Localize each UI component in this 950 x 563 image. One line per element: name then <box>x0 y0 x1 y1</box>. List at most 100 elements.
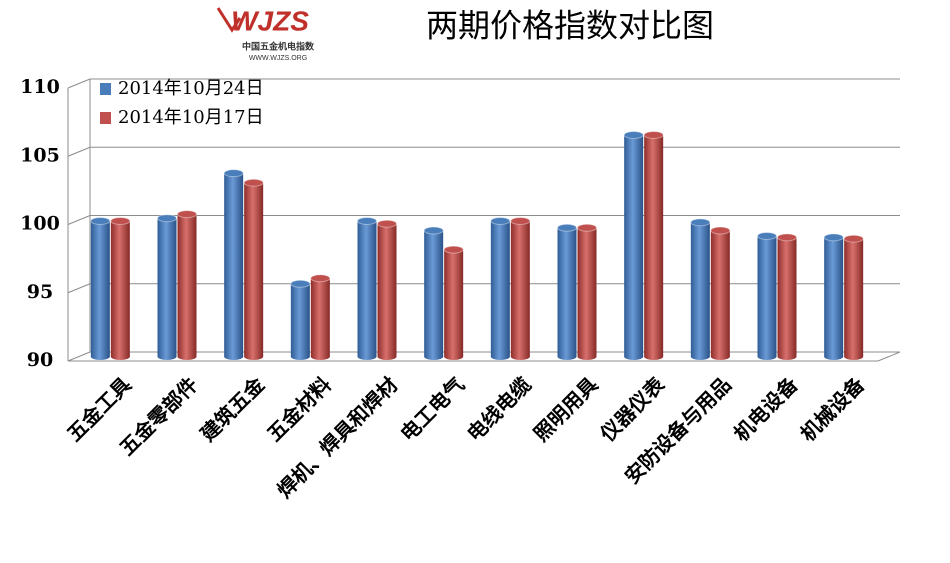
bar-base <box>557 353 577 360</box>
bar-top <box>290 279 311 288</box>
y-tick-label: 90 <box>27 349 53 371</box>
bar-base <box>510 353 530 360</box>
bar-top <box>223 169 244 178</box>
bar-base <box>444 353 464 360</box>
bar <box>577 227 597 357</box>
bar-top <box>157 214 177 223</box>
bar-top <box>623 130 644 139</box>
bar-top <box>823 233 844 242</box>
y-tick-label: 105 <box>20 144 60 166</box>
x-tick-label: 机电设备 <box>729 372 803 446</box>
bar-base <box>357 353 377 360</box>
bar <box>844 238 864 357</box>
legend-swatch <box>100 112 111 124</box>
chart-title: 两期价格指数对比图 <box>426 7 714 45</box>
bar <box>710 230 730 357</box>
grid-line-side <box>67 283 91 294</box>
y-tick-label: 95 <box>27 281 53 303</box>
bar-top <box>690 218 711 227</box>
bar-base <box>377 353 397 360</box>
bar <box>357 220 377 357</box>
bar-top <box>710 226 731 235</box>
bar <box>824 237 844 357</box>
bar-top <box>423 226 444 235</box>
bar-top <box>510 216 531 225</box>
bar <box>90 220 110 357</box>
logo-url: WWW.WJZS.ORG <box>249 55 307 62</box>
legend-swatch <box>100 83 111 95</box>
bar-base <box>310 353 330 360</box>
bar-top <box>377 219 397 228</box>
x-tick-label: 照明用具 <box>529 372 603 446</box>
bar-base <box>757 353 777 360</box>
bar-base <box>290 353 310 360</box>
bar-top <box>577 223 597 232</box>
x-tick-label: 焊机、焊具和焊材 <box>272 372 402 502</box>
bar-base <box>710 353 730 360</box>
logo-subtitle: 中国五金机电指数 <box>242 41 315 53</box>
bar-base <box>777 353 797 360</box>
bar-base <box>110 353 130 360</box>
bar-base <box>644 353 664 360</box>
bar <box>377 223 397 357</box>
legend-label: 2014年10月24日 <box>118 78 264 99</box>
bar-base <box>844 353 864 360</box>
bar-base <box>177 353 197 360</box>
bar-base <box>624 353 644 360</box>
floor-edge <box>877 351 901 362</box>
bar <box>444 249 464 357</box>
bar <box>757 235 777 357</box>
bar-base <box>424 353 444 360</box>
bar-top <box>177 210 197 219</box>
bar-top <box>243 178 264 187</box>
bar <box>424 230 444 357</box>
bar-top <box>357 216 377 225</box>
bar-top <box>757 231 777 240</box>
bar <box>244 182 264 357</box>
bar-base <box>224 353 244 360</box>
bar <box>557 227 577 357</box>
bar <box>777 237 797 357</box>
x-tick-label: 建筑五金 <box>196 372 270 446</box>
bar-base <box>490 353 510 360</box>
bar-top <box>110 216 131 225</box>
bar-top <box>557 223 577 232</box>
bar <box>490 220 510 357</box>
bar <box>644 134 664 357</box>
bar <box>110 220 130 357</box>
y-tick-label: 110 <box>20 76 60 98</box>
legend-label: 2014年10月17日 <box>118 107 264 128</box>
x-tick-label: 电工电气 <box>396 372 470 446</box>
logo-arrow <box>216 7 242 33</box>
bar-base <box>157 353 177 360</box>
bar-top <box>777 233 797 242</box>
bar <box>624 134 644 357</box>
bar <box>157 218 177 357</box>
grid-line-side <box>67 351 91 362</box>
logo: WJZS 中国五金机电指数 WWW.WJZS.ORG <box>216 5 315 62</box>
bar-top <box>90 216 111 225</box>
grid-line-side <box>67 78 91 89</box>
bar-base <box>90 353 110 360</box>
bar <box>310 278 330 357</box>
bar <box>224 173 244 357</box>
bar-top <box>490 216 511 225</box>
bar-base <box>824 353 844 360</box>
bar <box>510 220 530 357</box>
grid-line-side <box>67 146 91 157</box>
bar-base <box>577 353 597 360</box>
bar-top <box>443 245 464 254</box>
x-tick-label: 电线电缆 <box>462 372 536 446</box>
logo-name: WJZS <box>231 5 309 36</box>
bar-top <box>310 274 331 283</box>
grid-line-side <box>67 215 91 225</box>
x-tick-label: 机械设备 <box>796 372 870 446</box>
bar <box>690 222 710 357</box>
bar <box>177 214 197 357</box>
bar <box>290 283 310 357</box>
y-tick-label: 100 <box>20 213 60 235</box>
bar-base <box>244 353 264 360</box>
bar-top <box>843 234 864 243</box>
bar-top <box>643 130 664 139</box>
